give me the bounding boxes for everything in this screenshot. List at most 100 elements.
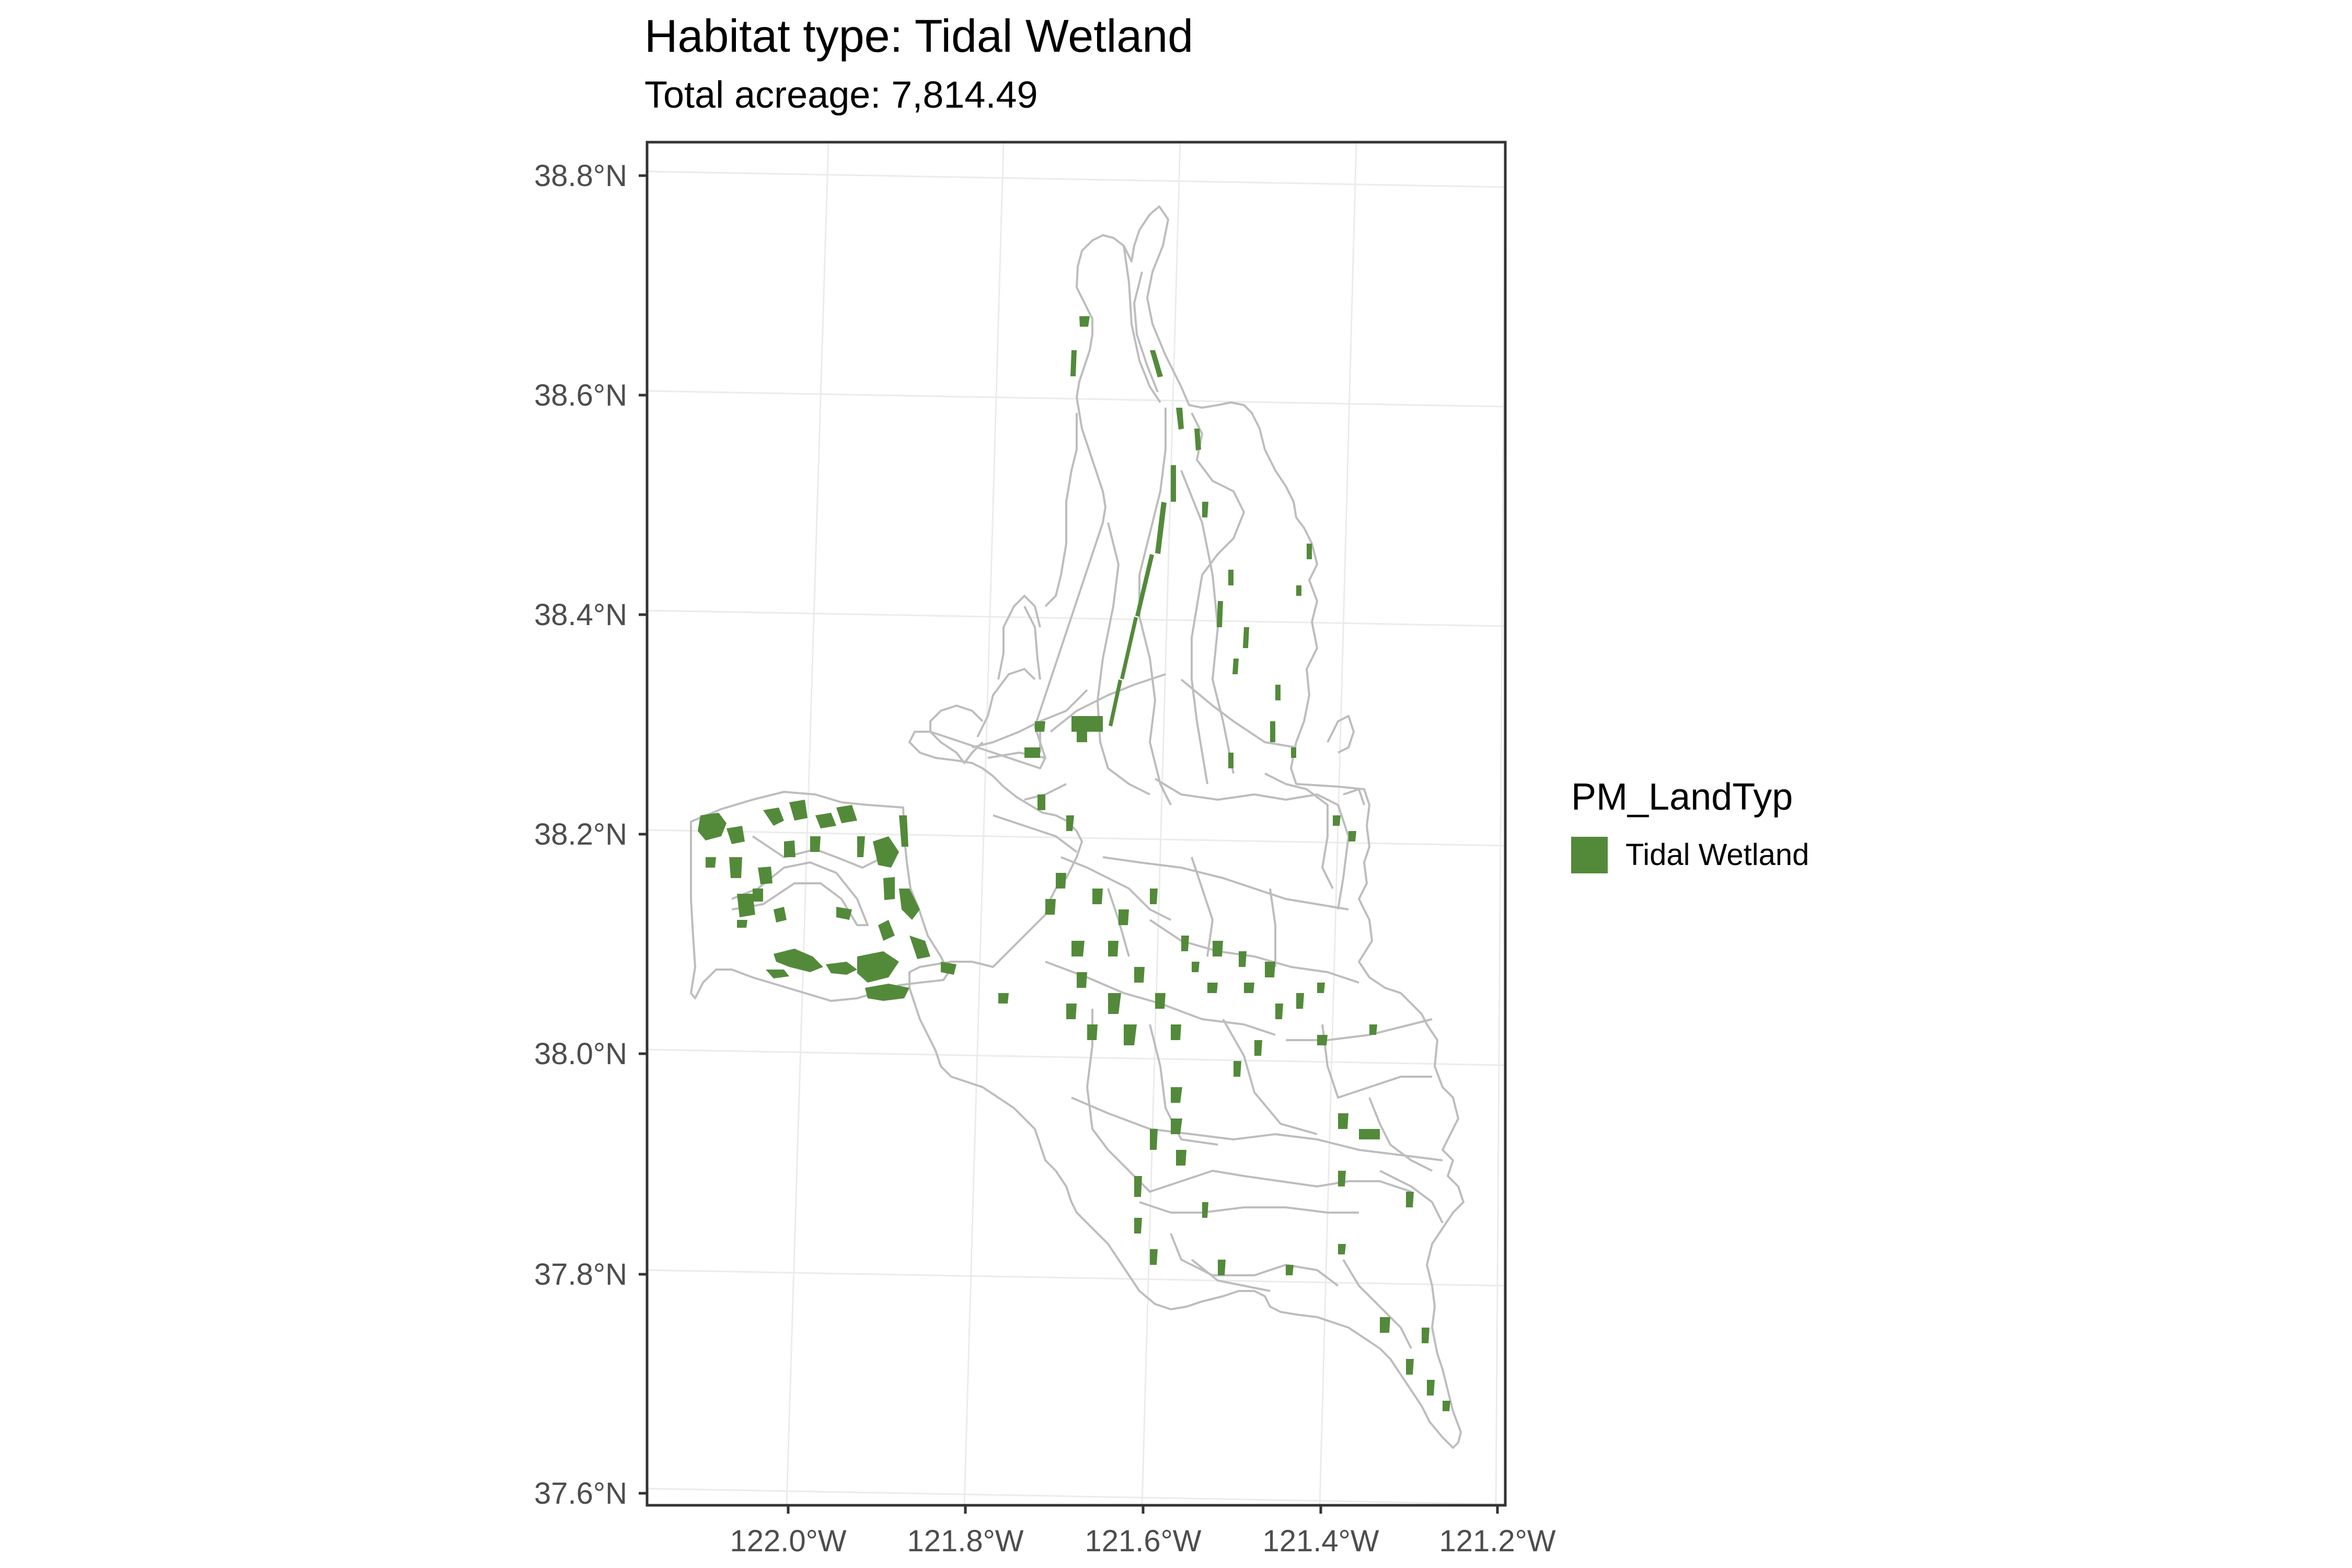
wetland-patch — [1213, 941, 1223, 956]
wetland-patch — [1202, 502, 1208, 517]
wetland-patch — [784, 840, 795, 857]
tract-boundary — [1222, 1019, 1318, 1135]
delta-region-outline — [908, 205, 1465, 1449]
western-slough-outline — [731, 861, 869, 926]
wetland-patch — [1422, 1328, 1429, 1343]
river-channel — [972, 689, 1088, 748]
wetland-patch — [1171, 465, 1176, 502]
wetland-patch — [1254, 1040, 1262, 1056]
wetland-patch — [1217, 601, 1223, 627]
wetland-patch — [1108, 993, 1121, 1014]
y-tick-label: 38.6°N — [534, 378, 627, 412]
wetland-patch — [789, 800, 808, 821]
wetland-patch — [766, 970, 789, 978]
wetland-patch — [1194, 429, 1201, 451]
y-tick-label: 38.2°N — [534, 817, 627, 851]
panel-border — [645, 141, 1507, 1507]
wetland-patch — [1192, 962, 1200, 972]
grid-line-lat — [647, 170, 1506, 188]
wetland-patch — [1202, 1202, 1208, 1218]
wetland-patch — [1380, 1317, 1390, 1333]
wetland-patch — [1239, 951, 1247, 967]
wetland-patch — [1171, 1119, 1182, 1134]
wetland-patch — [1134, 1218, 1142, 1233]
y-tick-label: 38.0°N — [534, 1037, 627, 1071]
wetland-patch — [1066, 815, 1074, 831]
legend-swatch — [1571, 837, 1608, 873]
tract-boundary — [1102, 856, 1349, 910]
wetland-patch — [737, 920, 747, 928]
bypass-channel — [1123, 245, 1161, 403]
wetland-patch — [1296, 585, 1301, 596]
wetland-patch — [998, 993, 1009, 1004]
grid-line-lat — [647, 1269, 1506, 1287]
western-channel-outline — [752, 835, 884, 869]
river-channel — [1060, 856, 1171, 921]
tract-boundary — [1139, 1201, 1359, 1214]
y-tick-label: 38.4°N — [534, 598, 627, 632]
x-tick-label: 121.4°W — [1262, 1524, 1379, 1558]
wetland-patch — [909, 936, 930, 959]
wetland-patch — [1037, 794, 1045, 810]
wetland-patch — [706, 857, 716, 868]
wetland-patch — [1406, 1192, 1414, 1207]
tract-boundary — [1342, 1259, 1412, 1349]
wetland-patch — [857, 836, 865, 857]
wetland-patch — [1181, 936, 1189, 951]
wetland-patch — [1228, 570, 1233, 585]
legend-title: PM_LandTyp — [1571, 776, 1793, 818]
wetland-patch — [1045, 899, 1056, 915]
wetland-patch — [1338, 1244, 1346, 1254]
wetland-patch — [763, 808, 784, 826]
wetland-patch — [1307, 544, 1312, 559]
wetland-patch — [1348, 831, 1356, 841]
x-tick-label: 121.8°W — [907, 1524, 1023, 1558]
wetland-patch — [1087, 1024, 1098, 1040]
tract-boundary — [1138, 408, 1172, 805]
wetland-patch — [1171, 1024, 1181, 1040]
wetland-patch — [1296, 993, 1304, 1009]
x-tick-label: 121.6°W — [1085, 1524, 1201, 1558]
y-tick-label: 38.8°N — [534, 159, 627, 193]
wetland-patch — [899, 889, 920, 920]
wetland-patch — [737, 894, 755, 917]
tract-boundary — [1191, 1259, 1271, 1292]
wetland-patch — [1275, 1004, 1283, 1019]
northwest-lobe-outline — [1044, 413, 1078, 607]
wetland-patch — [1124, 1024, 1137, 1045]
wetland-patch — [753, 889, 763, 902]
wetland-patch — [1443, 1401, 1450, 1411]
wetland-patch — [1079, 316, 1090, 327]
wetland-patch — [836, 805, 857, 823]
chart-subtitle: Total acreage: 7,814.49 — [644, 74, 1038, 116]
wetland-patch — [1243, 627, 1249, 648]
wetland-patch — [1176, 408, 1184, 430]
wetland-patch — [1232, 659, 1239, 674]
wetland-patch — [836, 907, 852, 920]
southeast-outline — [1379, 1170, 1444, 1224]
wetland-patch — [1427, 1380, 1435, 1396]
wetland-patch — [899, 815, 908, 847]
wetland-patch — [1134, 1176, 1142, 1197]
wetland-patch — [1270, 721, 1275, 742]
wetland-patch — [810, 836, 821, 852]
wetland-patch — [865, 984, 909, 1001]
tract-boundary — [1286, 1018, 1433, 1041]
wetland-patch — [815, 813, 836, 828]
grid-line-lon — [963, 142, 1005, 1506]
wetland-patch — [1244, 983, 1254, 993]
wetland-patch — [1077, 972, 1087, 988]
river-channel — [1050, 673, 1166, 733]
east-outline — [1343, 788, 1365, 805]
tract-boundary — [1269, 888, 1276, 967]
y-axis-labels: 38.8°N 38.6°N 38.4°N 38.2°N 38.0°N 37.8°… — [534, 159, 627, 1511]
wetland-patch — [1171, 1087, 1182, 1103]
wetland-patch — [1406, 1359, 1414, 1375]
wetland-patch — [1155, 993, 1166, 1009]
wetland-patch — [1150, 350, 1163, 377]
chart-title: Habitat type: Tidal Wetland — [644, 10, 1194, 62]
legend-label: Tidal Wetland — [1625, 838, 1809, 872]
wetland-patch — [1120, 617, 1138, 679]
tract-boundary — [1321, 1024, 1432, 1099]
wetland-patch — [1275, 685, 1281, 700]
